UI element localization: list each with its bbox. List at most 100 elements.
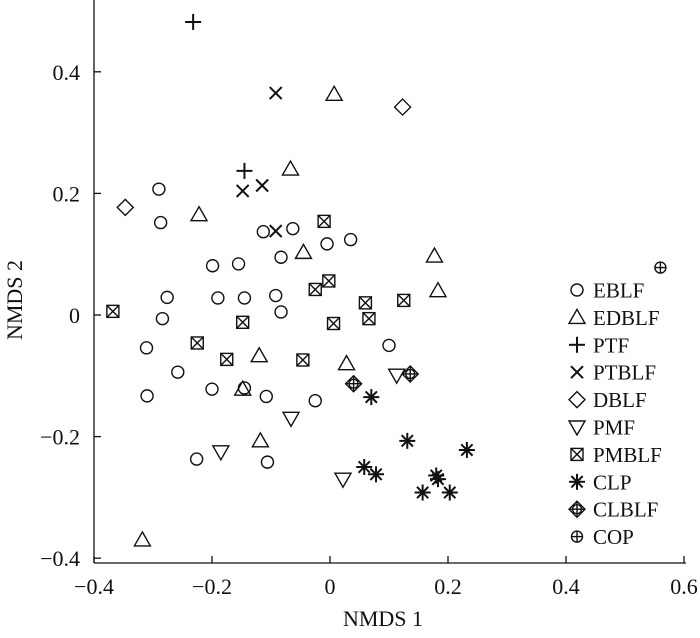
point-edblf — [294, 242, 313, 260]
point-clp — [356, 459, 373, 475]
point-edblf — [428, 281, 448, 298]
point-edblf — [133, 530, 152, 547]
point-eblf — [274, 305, 288, 319]
legend-item-clp: CLP — [569, 470, 632, 494]
point-dblf — [116, 198, 135, 217]
legend-label: COP — [593, 525, 634, 549]
point-ptf — [185, 13, 202, 30]
point-eblf — [140, 389, 154, 403]
point-eblf — [211, 291, 225, 305]
x-tick-label: −0.4 — [74, 574, 114, 599]
point-pmblf — [322, 274, 336, 288]
point-edblf — [425, 246, 444, 263]
x-tick-label: 0.6 — [670, 574, 698, 599]
y-tick-label: −0.4 — [40, 546, 80, 571]
series-edblf — [133, 84, 448, 547]
legend-item-pmblf: PMBLF — [570, 443, 662, 467]
point-edblf — [324, 84, 344, 101]
legend-label: CLP — [593, 470, 632, 494]
point-pmblf — [106, 304, 120, 319]
point-clp — [441, 484, 458, 501]
point-ptblf — [255, 178, 269, 193]
legend-label: PTF — [593, 333, 629, 357]
x-tick-label: 0.2 — [434, 574, 462, 599]
legend-item-ptf: PTF — [569, 333, 629, 357]
legend-label: DBLF — [593, 388, 647, 412]
point-eblf — [152, 182, 166, 196]
point-dblf — [393, 98, 412, 117]
point-pmblf — [235, 315, 250, 329]
point-pmblf — [362, 311, 376, 326]
point-edblf — [249, 346, 269, 363]
legend-marker-ptblf — [570, 365, 584, 379]
legend-label: PMBLF — [593, 443, 662, 467]
legend-marker-cop — [570, 530, 584, 543]
point-eblf — [274, 250, 288, 264]
point-clp — [368, 466, 385, 483]
point-eblf — [382, 338, 396, 353]
point-clblf — [344, 374, 363, 393]
legend-marker-pmblf — [570, 447, 584, 462]
point-eblf — [260, 455, 275, 469]
legend-item-clblf: CLBLF — [568, 498, 658, 522]
point-pmblf — [317, 214, 331, 229]
legend-marker-edblf — [567, 307, 587, 325]
series-pmf — [211, 368, 406, 489]
point-eblf — [259, 389, 273, 404]
point-eblf — [153, 215, 168, 230]
legend-item-eblf: EBLF — [570, 279, 644, 303]
data-points — [106, 13, 667, 547]
legend-marker-pmf — [567, 420, 587, 437]
point-pmf — [211, 445, 231, 462]
point-eblf — [286, 221, 300, 236]
point-eblf — [171, 365, 185, 379]
point-eblf — [320, 237, 334, 251]
point-eblf — [205, 259, 220, 273]
point-pmblf — [326, 316, 341, 331]
point-clp — [363, 389, 380, 406]
legend-marker-clp — [569, 473, 585, 490]
point-ptblf — [269, 224, 283, 238]
point-clblf — [401, 364, 420, 383]
axes — [93, 0, 686, 564]
legend-marker-dblf — [568, 390, 586, 409]
series-ptf — [185, 13, 253, 179]
point-eblf — [237, 291, 252, 305]
legend-item-cop: COP — [570, 525, 634, 549]
y-tick-label: 0 — [69, 303, 80, 328]
point-pmblf — [358, 296, 373, 310]
series-clp — [356, 389, 475, 501]
series-pmblf — [106, 214, 411, 367]
legend: EBLF EDBLF PTF PTBLF DBLF PMF PMBLF CLP CLBLF COP — [567, 279, 662, 549]
x-tick-label: −0.2 — [192, 574, 232, 599]
legend-marker-clblf — [568, 500, 586, 519]
point-pmblf — [296, 353, 310, 367]
point-pmblf — [308, 282, 322, 297]
point-edblf — [233, 379, 252, 396]
point-edblf — [189, 205, 209, 222]
series-eblf — [139, 182, 396, 469]
point-clp — [429, 471, 446, 488]
y-tick-label: −0.2 — [40, 425, 80, 450]
point-eblf — [205, 382, 219, 396]
point-eblf — [160, 290, 174, 305]
point-eblf — [155, 311, 170, 326]
legend-label: EBLF — [593, 279, 644, 303]
y-tick-label: 0.2 — [53, 181, 81, 206]
point-eblf — [308, 394, 322, 408]
point-pmblf — [397, 293, 411, 308]
point-ptf — [236, 162, 253, 179]
point-eblf — [189, 452, 204, 466]
point-pmf — [333, 472, 353, 489]
legend-label: EDBLF — [593, 306, 660, 330]
x-tick-label: 0.4 — [552, 574, 580, 599]
point-eblf — [269, 288, 283, 303]
point-ptblf — [235, 184, 250, 198]
y-tick-label: 0.4 — [53, 60, 81, 85]
point-edblf — [281, 159, 300, 176]
point-ptblf — [269, 86, 283, 100]
x-tick-label: 0 — [325, 574, 336, 599]
legend-label: PTBLF — [593, 361, 656, 385]
point-eblf — [231, 257, 246, 271]
